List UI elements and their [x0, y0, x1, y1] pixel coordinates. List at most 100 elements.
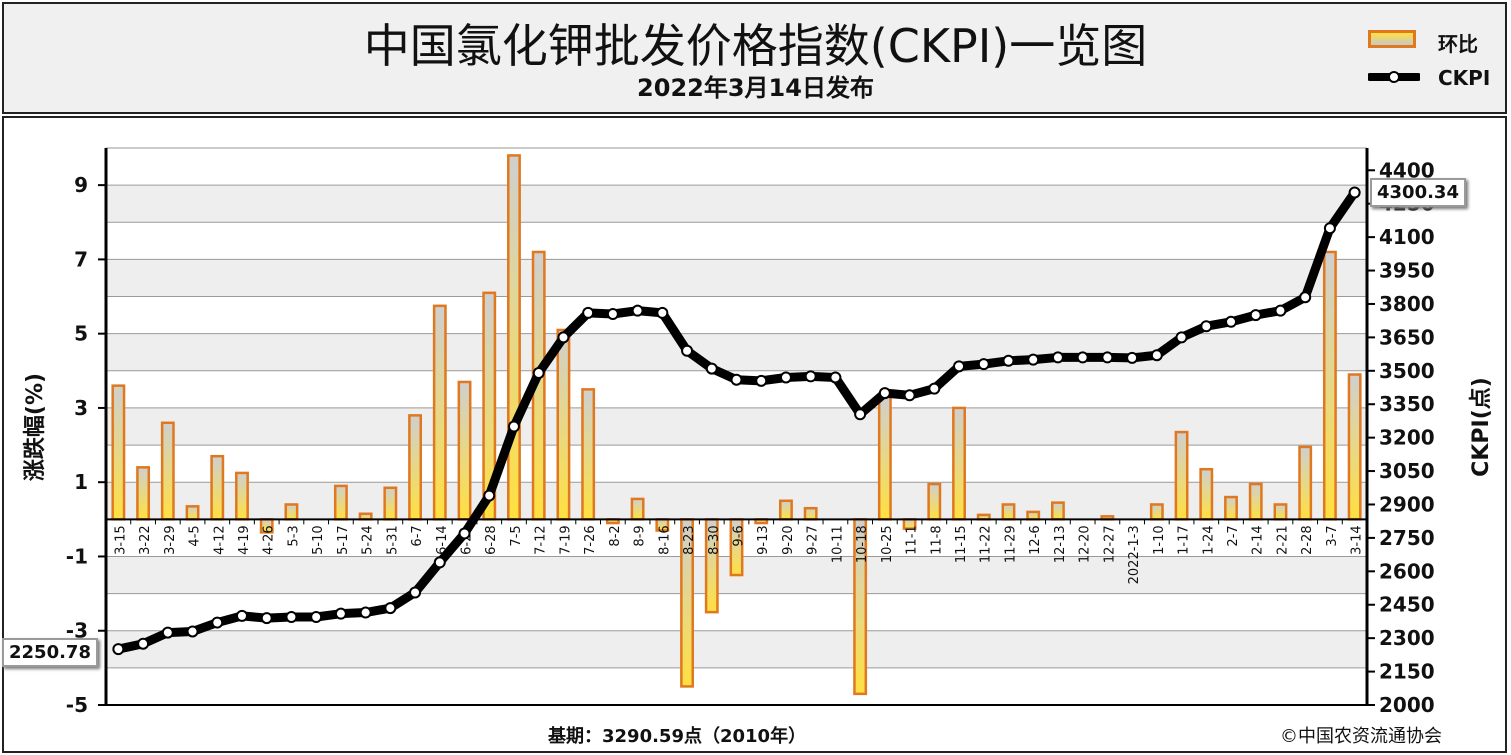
bar-6-14	[432, 304, 447, 521]
ckpi-point-5-24	[359, 606, 372, 619]
bar-2-14	[1248, 482, 1263, 521]
chart-title: 中国氯化钾批发价格指数(CKPI)一览图	[363, 19, 1148, 73]
y-tick-label: 7	[74, 247, 88, 271]
x-tick-label: 12-20	[1078, 525, 1093, 563]
y2-tick-label: 2750	[1379, 526, 1435, 550]
bar-1-10	[1149, 503, 1164, 521]
x-tick-label: 6-7	[410, 525, 425, 546]
ckpi-point-4-12	[211, 616, 224, 629]
ckpi-point-11-29	[1002, 354, 1015, 367]
ckpi-point-5-31	[384, 602, 397, 615]
x-tick-label: 9-27	[806, 525, 821, 555]
x-tick-label: 11-29	[1003, 525, 1018, 563]
x-tick-label: 10-11	[830, 525, 845, 563]
ckpi-point-10-11	[829, 371, 842, 384]
y-axis-label: 涨跌幅(%)	[23, 373, 48, 481]
bar-11-29	[1001, 503, 1016, 521]
x-tick-label: 5-31	[385, 525, 400, 555]
y-tick-label: -5	[66, 693, 88, 717]
x-tick-label: 7-26	[583, 525, 598, 555]
x-tick-label: 2-7	[1226, 525, 1241, 546]
ckpi-point-8-9	[631, 304, 644, 317]
bar-1-17	[1174, 430, 1189, 521]
y-tick-label: -3	[66, 619, 88, 643]
ckpi-point-8-2	[606, 307, 619, 320]
x-tick-label: 8-30	[707, 525, 722, 555]
x-tick-label: 2022-1-3	[1127, 525, 1142, 584]
ckpi-point-6-7	[409, 586, 422, 599]
ckpi-point-3-29	[161, 626, 174, 639]
ckpi-point-8-16	[656, 306, 669, 319]
ckpi-point-9-27	[804, 370, 817, 383]
x-tick-label: 7-5	[509, 525, 524, 546]
bar-6-21	[457, 380, 472, 521]
y-tick-label: 1	[74, 470, 88, 494]
x-tick-label: 2-21	[1275, 525, 1290, 555]
bar-4-5	[185, 505, 200, 521]
bar-3-22	[136, 466, 151, 521]
x-tick-label: 5-24	[361, 525, 376, 555]
bar-11-8	[927, 482, 942, 521]
ckpi-point-3-15	[112, 643, 125, 656]
x-tick-label: 3-29	[163, 525, 178, 555]
x-tick-label: 5-17	[336, 525, 351, 555]
x-tick-label: 8-9	[633, 525, 648, 546]
x-tick-label: 3-15	[113, 525, 128, 555]
y-tick-label: 9	[74, 173, 88, 197]
ckpi-point-7-26	[582, 306, 595, 319]
y2-tick-label: 2000	[1379, 693, 1435, 717]
y2-tick-label: 2450	[1379, 593, 1435, 617]
ckpi-point-3-14	[1348, 186, 1361, 199]
grid-band	[106, 630, 1367, 668]
ckpi-point-3-22	[137, 637, 150, 650]
grid-band	[106, 259, 1367, 297]
ckpi-point-3-7	[1323, 222, 1336, 235]
ckpi-point-10-18	[854, 408, 867, 421]
x-tick-label: 7-19	[558, 525, 573, 555]
x-tick-label: 1-10	[1152, 525, 1167, 555]
y2-tick-label: 2900	[1379, 492, 1435, 516]
ckpi-point-11-15	[953, 360, 966, 373]
ckpi-point-4-19	[235, 609, 248, 622]
ckpi-point-11-1	[903, 389, 916, 402]
x-tick-label: 11-8	[929, 525, 944, 555]
header-panel	[2, 2, 1507, 114]
first-value-callout: 2250.78	[2, 638, 98, 667]
bar-9-27	[803, 506, 818, 521]
bar-12-13	[1050, 501, 1065, 521]
ckpi-point-12-27	[1101, 351, 1114, 364]
ckpi-point-4-5	[186, 625, 199, 638]
bar-2-28	[1298, 445, 1313, 521]
x-tick-label: 12-27	[1102, 525, 1117, 563]
bar-5-17	[333, 484, 348, 521]
bar-9-20	[779, 499, 793, 521]
bar-2-21	[1273, 503, 1288, 521]
ckpi-point-12-6	[1027, 353, 1040, 366]
legend-bar-swatch	[1368, 30, 1416, 48]
ckpi-point-8-23	[681, 344, 694, 357]
ckpi-point-7-12	[532, 367, 545, 380]
x-tick-label: 6-28	[484, 525, 499, 555]
x-tick-label: 10-18	[855, 525, 870, 563]
y2-tick-label: 3350	[1379, 392, 1435, 416]
legend-item-line[interactable]: CKPI	[1366, 64, 1506, 90]
y2-tick-label: 3650	[1379, 325, 1435, 349]
ckpi-point-8-30	[705, 362, 718, 375]
bar-11-15	[952, 406, 966, 521]
x-tick-label: 3-22	[138, 525, 153, 555]
copyright-note: ©中国农资流通协会	[1280, 726, 1442, 747]
x-tick-label: 4-12	[212, 525, 227, 555]
legend-line-swatch	[1368, 71, 1420, 83]
grid-band	[106, 185, 1367, 223]
x-tick-label: 1-17	[1177, 525, 1192, 555]
y2-tick-label: 3200	[1379, 426, 1435, 450]
ckpi-point-5-17	[334, 607, 347, 620]
chart-subtitle: 2022年3月14日发布	[637, 74, 874, 102]
bar-7-5	[507, 154, 521, 521]
ckpi-point-7-19	[557, 331, 570, 344]
x-tick-label: 5-3	[286, 525, 301, 546]
y2-tick-label: 4100	[1379, 225, 1435, 249]
x-tick-label: 11-22	[979, 525, 994, 563]
legend-item-bar[interactable]: 环比	[1366, 26, 1506, 56]
